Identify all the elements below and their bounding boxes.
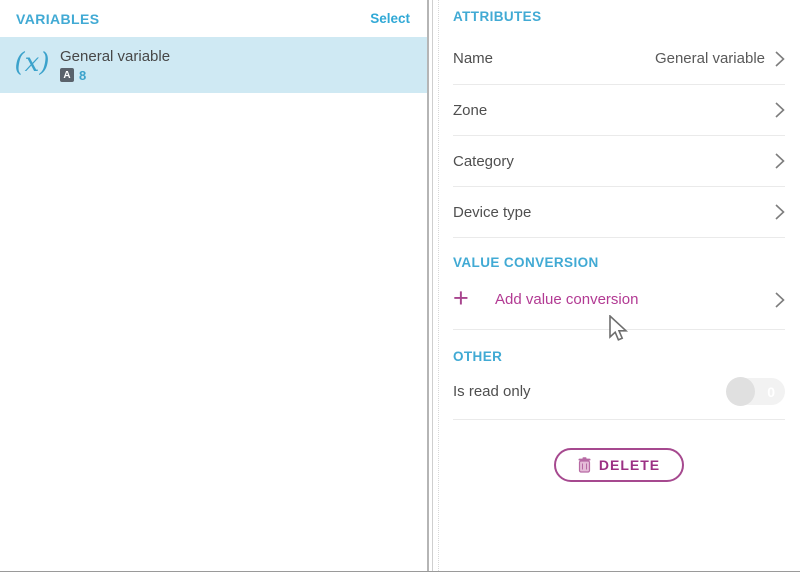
attribute-row-category[interactable]: Category <box>453 135 785 186</box>
attribute-row-label: Name <box>453 50 494 67</box>
chevron-right-icon <box>775 291 785 308</box>
variable-item-title: General variable <box>60 47 171 65</box>
select-button[interactable]: Select <box>370 11 410 26</box>
chevron-right-icon <box>775 50 785 67</box>
variable-item-meta: A 8 <box>60 68 170 83</box>
plus-icon: + <box>453 282 469 313</box>
attributes-panel: ATTRIBUTES Name General variable Zone Ca… <box>443 0 800 571</box>
variable-item-info: General variable A 8 <box>60 48 170 83</box>
other-section-title: OTHER <box>453 349 503 364</box>
attribute-row-label: Device type <box>453 203 532 221</box>
attribute-row-label: Category <box>453 152 514 170</box>
variables-panel-title: VARIABLES <box>16 10 100 27</box>
chevron-right-icon <box>775 153 785 169</box>
is-read-only-label: Is read only <box>453 383 531 400</box>
panel-divider[interactable] <box>427 0 443 571</box>
panel-divider-dotted-line <box>438 0 439 571</box>
trash-icon <box>578 457 591 473</box>
attribute-row-zone[interactable]: Zone <box>453 84 785 135</box>
attribute-row-device-type[interactable]: Device type <box>453 186 785 237</box>
chevron-right-icon <box>775 102 785 118</box>
delete-button-container: DELETE <box>453 448 785 482</box>
chevron-right-icon <box>775 204 785 220</box>
variable-list-item-general-variable[interactable]: (x) General variable A 8 <box>0 37 427 93</box>
value-conversion-section-title: VALUE CONVERSION <box>453 255 599 270</box>
attributes-rows: Name General variable Zone Category Devi… <box>453 33 785 237</box>
attribute-row-value: General variable <box>654 50 765 67</box>
variables-header: VARIABLES Select <box>0 0 427 37</box>
variable-count: 8 <box>79 67 87 83</box>
attribute-row-label: Zone <box>453 101 488 119</box>
variable-x-icon: (x) <box>14 48 50 78</box>
delete-button-label: DELETE <box>598 457 661 473</box>
panel-divider-line <box>432 0 433 571</box>
add-value-conversion-button[interactable]: + Add value conversion <box>453 270 785 330</box>
section-divider <box>453 237 785 238</box>
attribute-row-name[interactable]: Name General variable <box>453 33 785 84</box>
variables-panel: VARIABLES Select (x) General variable A … <box>0 0 427 93</box>
is-read-only-toggle[interactable]: 0 <box>726 377 785 406</box>
variable-type-badge: A <box>60 68 74 82</box>
delete-button[interactable]: DELETE <box>553 448 685 482</box>
attributes-section-title: ATTRIBUTES <box>453 9 542 24</box>
toggle-knob <box>726 377 755 406</box>
add-value-conversion-label: Add value conversion <box>495 291 639 308</box>
toggle-off-value: 0 <box>767 383 775 400</box>
is-read-only-row: Is read only 0 <box>453 364 785 420</box>
